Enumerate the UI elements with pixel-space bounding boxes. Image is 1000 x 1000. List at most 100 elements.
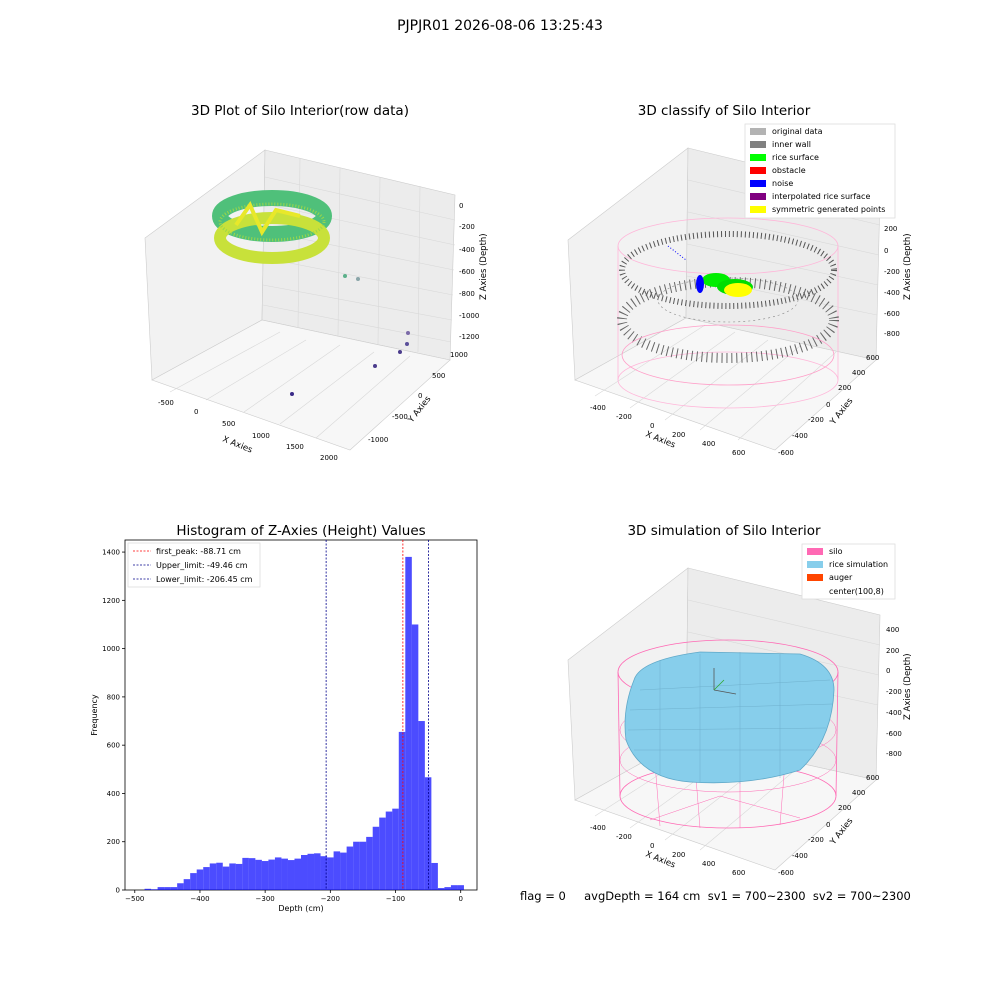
histogram-title: Histogram of Z-Axies (Height) Values	[176, 523, 426, 539]
histogram-bar	[190, 873, 197, 890]
histogram-bar	[255, 859, 262, 890]
histogram-bar	[229, 863, 236, 890]
histogram-bar	[287, 860, 295, 890]
histogram-bar	[418, 721, 425, 890]
legend-swatch-silo	[807, 548, 823, 555]
histogram-x-tick-label: −100	[386, 895, 405, 903]
p1-ztick-3: -600	[459, 268, 475, 276]
p2-xtick-0: -400	[590, 404, 606, 412]
histogram-bar	[177, 883, 184, 890]
panel4-rice-simulation-surface	[624, 651, 835, 784]
p1-ytick-1: -500	[392, 413, 408, 421]
histogram-bar	[385, 811, 393, 890]
histogram-bar	[281, 858, 288, 890]
histogram-bar	[372, 826, 380, 890]
legend-symmetric: symmetric generated points	[772, 205, 885, 214]
p2-zlabel: Z Axies (Depth)	[903, 233, 913, 300]
histogram-bar	[216, 862, 223, 890]
histogram-y-tick-label: 600	[107, 742, 120, 750]
histogram-bar	[405, 556, 412, 890]
histogram-bar	[437, 888, 445, 890]
legend-center: center(100,8)	[829, 587, 884, 596]
p1-xtick-3: 1000	[252, 432, 270, 440]
p2-xtick-1: -200	[616, 413, 632, 421]
p1-ytick-4: 1000	[450, 351, 468, 359]
p4-ytick-2: -200	[808, 836, 824, 844]
legend-swatch-interpolated	[750, 193, 766, 200]
histogram-bar	[340, 852, 347, 890]
histogram-bar	[411, 624, 419, 890]
histogram-x-tick-label: −400	[190, 895, 209, 903]
histogram-bar	[203, 867, 210, 890]
panel2-legend-entries: original data inner wall rice surface ob…	[750, 127, 885, 214]
p1-ztick-4: -800	[459, 290, 475, 298]
panel1-data-ring	[212, 190, 332, 264]
histogram-bar	[379, 817, 386, 890]
panel1-tick-labels: -500 0 500 1000 1500 2000 -1000 -500 0 5…	[158, 202, 479, 462]
histogram-y-tick-label: 1000	[102, 645, 120, 653]
p2-ytick-4: 200	[838, 384, 851, 392]
legend-obstacle: obstacle	[772, 166, 806, 175]
histogram-bar	[320, 856, 328, 890]
p1-xtick-1: 0	[194, 408, 198, 416]
p2-ztick-1: 0	[884, 247, 888, 255]
histogram-bar	[294, 858, 301, 890]
legend-original-data: original data	[772, 127, 823, 136]
histogram-bar	[183, 879, 191, 890]
legend-upper-limit: Upper_limit: -49.46 cm	[156, 561, 248, 570]
p4-ztick-1: 200	[886, 647, 899, 655]
histogram-x-tick-label: −300	[256, 895, 275, 903]
p4-ytick-0: -600	[778, 869, 794, 877]
p4-xtick-0: -400	[590, 824, 606, 832]
histogram-bar	[450, 885, 458, 890]
p1-zlabel: Z Axies (Depth)	[479, 233, 489, 300]
histogram-bar	[424, 777, 432, 890]
legend-rice-simulation: rice simulation	[829, 560, 888, 569]
histogram-y-tick-label: 800	[107, 693, 120, 701]
histogram-bar	[209, 863, 217, 890]
panel1-floor-pane	[151, 319, 451, 451]
p2-ytick-6: 600	[866, 354, 879, 362]
histogram-bar	[222, 866, 230, 890]
p2-ztick-0: 200	[884, 225, 897, 233]
panel1-outlier-points	[290, 274, 410, 396]
histogram-x-tick-label: −500	[125, 895, 144, 903]
histogram-bar	[366, 836, 373, 890]
p4-ylabel: Y Axies	[828, 816, 856, 848]
histogram-y-tick-label: 1200	[102, 597, 120, 605]
panel4-title: 3D simulation of Silo Interior	[627, 523, 821, 539]
p4-ytick-4: 200	[838, 804, 851, 812]
histogram-x-ticks: −500 −400 −300 −200 −100 0	[125, 890, 463, 903]
p4-ytick-6: 600	[866, 774, 879, 782]
p1-ztick-6: -1200	[459, 333, 479, 341]
histogram-bar	[353, 841, 360, 890]
legend-swatch-symmetric	[750, 206, 766, 213]
p1-ztick-2: -400	[459, 246, 475, 254]
legend-first-peak: first_peak: -88.71 cm	[156, 547, 241, 556]
p1-ztick-5: -1000	[459, 312, 479, 320]
p1-xtick-0: -500	[158, 399, 174, 407]
p4-ztick-5: -600	[886, 730, 902, 738]
histogram-bar	[301, 855, 308, 890]
histogram-legend	[127, 542, 261, 588]
legend-rice-surface: rice surface	[772, 153, 819, 162]
histogram-legend-entries: first_peak: -88.71 cm Upper_limit: -49.4…	[133, 547, 253, 584]
histogram-bars	[144, 556, 464, 890]
histogram-bar	[444, 887, 451, 890]
panel2-classified-points	[667, 245, 753, 297]
status-line: flag = 0 avgDepth = 164 cm sv1 = 700~230…	[520, 889, 911, 903]
p2-ztick-2: -200	[884, 268, 900, 276]
p1-ytick-3: 500	[432, 372, 445, 380]
legend-swatch-rice-surface	[750, 154, 766, 161]
histogram-bar	[307, 853, 315, 890]
histogram-bar	[268, 859, 275, 890]
p4-xtick-5: 600	[732, 869, 745, 877]
histogram-bar	[359, 841, 367, 890]
p1-ztick-1: -200	[459, 223, 475, 231]
p4-xtick-2: 0	[650, 842, 654, 850]
p2-xtick-2: 0	[650, 422, 654, 430]
